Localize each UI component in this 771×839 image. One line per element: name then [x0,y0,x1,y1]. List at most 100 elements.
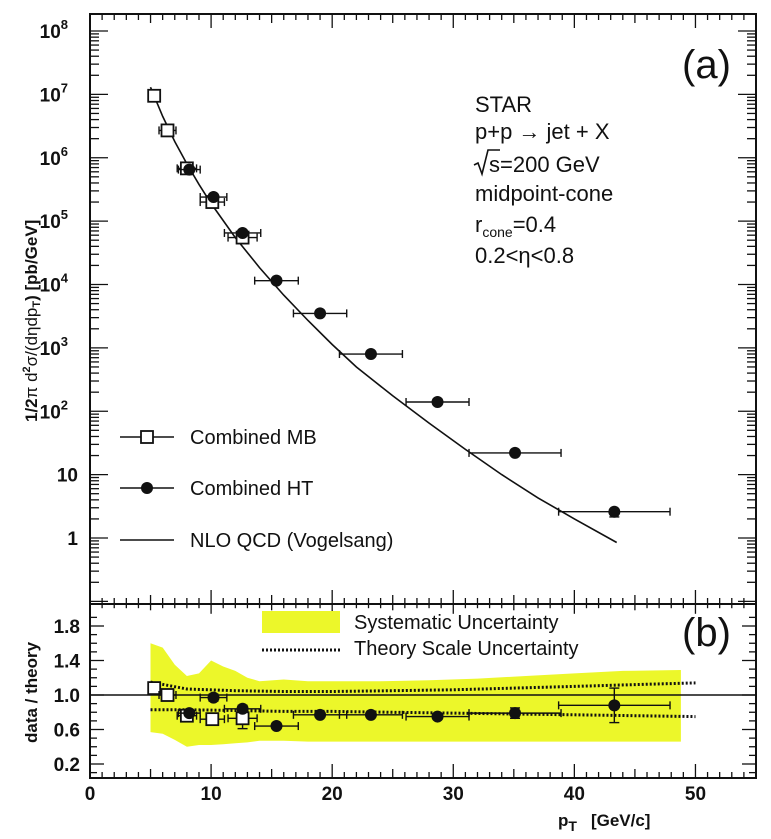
ytitle-rest: σ/(dηdp [22,308,41,367]
data-point-ht [509,707,522,720]
x-tick-label: 50 [685,784,706,805]
xtitle-unit: [GeV/c] [591,811,651,830]
data-point-ht [314,307,327,320]
y-tick-label: 10 [57,466,78,487]
data-point-mb [147,681,162,695]
x-tick-label: 40 [564,784,585,805]
data-point-ht [236,226,249,239]
xtitle-p: p [558,811,568,830]
data-point-ht [236,702,249,715]
ytitle-pre: 1/2 [22,398,41,422]
annotation-process: p+p → jet + X [475,119,610,144]
panel-b-frame [89,603,757,779]
x-tick-labels: 0 10 20 30 40 50 [85,784,706,805]
x-tick-label: 20 [322,784,343,805]
sqrt-symbol [473,149,500,177]
data-point-ht [270,274,283,287]
data-point-ht [364,708,377,721]
y-tick-label: 106 [40,144,68,170]
data-point-ht [183,707,196,720]
annotation-eta-range: 0.2<η<0.8 [475,243,574,268]
legend-b: Systematic Uncertainty Theory Scale Unce… [262,611,579,660]
y-tick-base: 10 [40,212,61,233]
legend-ht-marker [141,482,153,494]
data-point-mb [205,712,220,727]
data-point-ht [364,348,377,361]
panel-a-data [147,86,671,544]
cone-sub: cone [482,224,513,240]
y-tick-label: 107 [40,80,68,106]
annotation-block: STAR p+p → jet + X s=200 GeV midpoint-co… [473,92,613,268]
y-tick-base: 10 [40,149,61,170]
legend-ht-label: Combined HT [190,478,313,500]
panel-a-ticks [89,14,757,604]
y-tick-base: 10 [40,85,61,106]
y-tick-exponent: 6 [61,144,68,159]
data-point-ht [608,699,621,712]
cone-value: =0.4 [513,212,556,237]
ratio-bands [90,643,756,747]
x-tick-label: 10 [201,784,222,805]
legend-a: Combined MB Combined HT NLO QCD (Vogelsa… [120,427,393,552]
theory-scale-lower [150,708,696,719]
x-tick-label: 0 [85,784,96,805]
y-tick-label: 1 [67,529,78,550]
y-tick-base: 1 [67,529,78,550]
panel-b-data [147,681,671,733]
x-axis-title: pT [GeV/c] [558,811,650,834]
annotation-energy-text: s=200 GeV [489,152,600,177]
ytitle-T: T [31,301,43,308]
theory-scale-upper [150,680,696,693]
panel-b-ticks [89,604,757,778]
data-point-mb [147,88,162,103]
legend-systematic-label: Systematic Uncertainty [354,612,559,634]
data-point-mb [160,688,175,702]
annotation-experiment: STAR [475,92,532,117]
y-tick-base: 10 [57,466,78,487]
panel-b-y-tick-labels: 0.2 0.6 1.0 1.4 1.8 [54,617,81,776]
y-tick-label-b: 0.6 [54,721,80,742]
data-point-ht [207,191,220,204]
y-tick-label: 103 [40,334,68,360]
y-tick-base: 10 [40,402,61,423]
ytitle-two: 2 [21,366,33,372]
annotation-cone-radius: rcone=0.4 [475,212,556,240]
y-tick-exponent: 2 [61,397,68,412]
data-point-mb [160,123,175,138]
xtitle-sub: T [568,818,577,834]
panel-a-label: (a) [682,43,731,87]
ytitle-pi: π [22,387,41,399]
ytitle-d: d [22,372,41,386]
legend-systematic-swatch [262,611,340,633]
legend-nlo-label: NLO QCD (Vogelsang) [190,530,393,552]
legend-scale-label: Theory Scale Uncertainty [354,638,579,660]
y-tick-exponent: 8 [61,17,68,32]
data-point-ht [183,163,196,176]
y-axis-title-b: data / theory [22,641,41,743]
cone-r: r [475,212,482,237]
legend-mb-marker [140,430,154,444]
annotation-algorithm: midpoint-cone [475,181,613,206]
y-tick-label: 104 [40,271,69,297]
y-tick-label-b: 0.2 [54,755,80,776]
y-tick-label-b: 1.0 [54,686,80,707]
data-point-ht [608,505,621,518]
data-point-ht [207,691,220,704]
x-tick-label: 30 [443,784,464,805]
y-tick-label-b: 1.8 [54,617,80,638]
y-tick-label-b: 1.4 [54,652,81,673]
data-point-ht [431,710,444,723]
y-tick-exponent: 5 [61,207,68,222]
data-point-ht [431,395,444,408]
y-tick-label: 105 [40,207,68,233]
data-point-ht [270,720,283,733]
y-tick-base: 10 [40,22,61,43]
y-tick-label: 108 [40,17,68,43]
y-tick-exponent: 4 [61,271,69,286]
legend-mb-label: Combined MB [190,427,317,449]
ytitle-end: ) [pb/GeV] [22,220,41,301]
y-tick-label: 102 [40,397,68,423]
data-point-ht [509,446,522,459]
